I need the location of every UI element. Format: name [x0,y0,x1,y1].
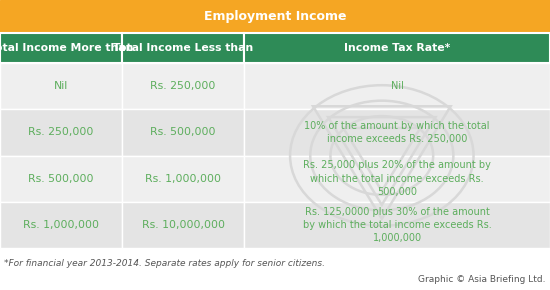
Bar [0,0,550,33]
Text: Income Tax Rate*: Income Tax Rate* [344,43,450,53]
Bar [0,63,122,109]
Text: Total Income More than: Total Income More than [0,43,133,53]
Text: *For financial year 2013-2014. Separate rates apply for senior citizens.: *For financial year 2013-2014. Separate … [4,260,325,269]
Bar [122,109,244,155]
Text: Nil: Nil [54,81,68,91]
Text: Employment Income: Employment Income [204,10,346,23]
Text: Rs. 1,000,000: Rs. 1,000,000 [23,220,99,230]
Text: Graphic © Asia Briefing Ltd.: Graphic © Asia Briefing Ltd. [419,275,546,284]
Text: Total Income Less than: Total Income Less than [113,43,253,53]
Bar [244,109,550,155]
Bar [122,63,244,109]
Bar [122,155,244,202]
Bar [0,155,122,202]
Text: 10% of the amount by which the total
income exceeds Rs. 250,000: 10% of the amount by which the total inc… [304,121,490,144]
Text: Rs. 10,000,000: Rs. 10,000,000 [142,220,224,230]
Text: Rs. 25,000 plus 20% of the amount by
which the total income exceeds Rs.
500,000: Rs. 25,000 plus 20% of the amount by whi… [303,160,491,197]
Bar [0,202,122,248]
Bar [244,202,550,248]
Text: Rs. 250,000: Rs. 250,000 [151,81,216,91]
Text: Rs. 125,0000 plus 30% of the amount
by which the total income exceeds Rs.
1,000,: Rs. 125,0000 plus 30% of the amount by w… [302,207,492,243]
Text: Rs. 250,000: Rs. 250,000 [29,127,94,137]
Bar [0,109,122,155]
Bar [244,33,550,63]
Bar [244,63,550,109]
Text: Rs. 500,000: Rs. 500,000 [150,127,216,137]
Text: Nil: Nil [390,81,404,91]
Text: Rs. 1,000,000: Rs. 1,000,000 [145,174,221,184]
Bar [244,155,550,202]
Bar [0,33,122,63]
Bar [122,33,244,63]
Text: Rs. 500,000: Rs. 500,000 [28,174,94,184]
Bar [122,202,244,248]
